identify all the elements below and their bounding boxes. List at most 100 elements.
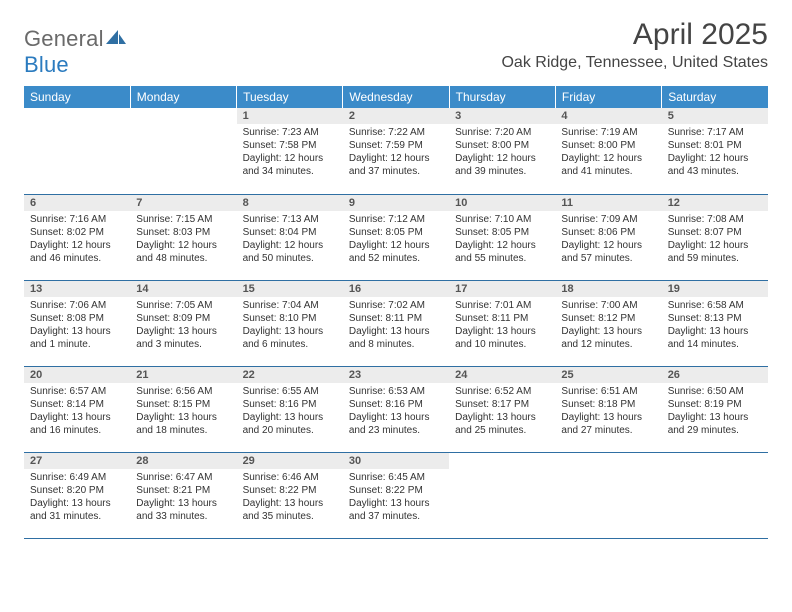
day-number: 4 (555, 108, 661, 124)
day-number: 29 (237, 453, 343, 469)
logo-text-gray: General (24, 26, 104, 51)
day-number: 23 (343, 367, 449, 383)
calendar-cell: 7Sunrise: 7:15 AMSunset: 8:03 PMDaylight… (130, 194, 236, 280)
day-number: 10 (449, 195, 555, 211)
day-content: Sunrise: 6:55 AMSunset: 8:16 PMDaylight:… (237, 383, 343, 441)
calendar-cell: 28Sunrise: 6:47 AMSunset: 8:21 PMDayligh… (130, 452, 236, 538)
calendar-table: SundayMondayTuesdayWednesdayThursdayFrid… (24, 86, 768, 539)
day-content: Sunrise: 7:06 AMSunset: 8:08 PMDaylight:… (24, 297, 130, 355)
calendar-cell: 11Sunrise: 7:09 AMSunset: 8:06 PMDayligh… (555, 194, 661, 280)
calendar-cell: . (449, 452, 555, 538)
calendar-cell: 23Sunrise: 6:53 AMSunset: 8:16 PMDayligh… (343, 366, 449, 452)
day-number: 25 (555, 367, 661, 383)
day-content: Sunrise: 7:00 AMSunset: 8:12 PMDaylight:… (555, 297, 661, 355)
calendar-cell: 27Sunrise: 6:49 AMSunset: 8:20 PMDayligh… (24, 452, 130, 538)
day-number: 5 (662, 108, 768, 124)
calendar-cell: 18Sunrise: 7:00 AMSunset: 8:12 PMDayligh… (555, 280, 661, 366)
day-number: 27 (24, 453, 130, 469)
day-number: 17 (449, 281, 555, 297)
day-content: Sunrise: 7:10 AMSunset: 8:05 PMDaylight:… (449, 211, 555, 269)
day-number: 13 (24, 281, 130, 297)
day-content: Sunrise: 6:49 AMSunset: 8:20 PMDaylight:… (24, 469, 130, 527)
day-content: Sunrise: 6:45 AMSunset: 8:22 PMDaylight:… (343, 469, 449, 527)
day-content: Sunrise: 6:46 AMSunset: 8:22 PMDaylight:… (237, 469, 343, 527)
day-content: Sunrise: 6:47 AMSunset: 8:21 PMDaylight:… (130, 469, 236, 527)
calendar-cell: 19Sunrise: 6:58 AMSunset: 8:13 PMDayligh… (662, 280, 768, 366)
weekday-header: Thursday (449, 86, 555, 108)
calendar-cell: 21Sunrise: 6:56 AMSunset: 8:15 PMDayligh… (130, 366, 236, 452)
day-number: 12 (662, 195, 768, 211)
day-number: 18 (555, 281, 661, 297)
logo-sail-icon (106, 26, 126, 51)
calendar-cell: 26Sunrise: 6:50 AMSunset: 8:19 PMDayligh… (662, 366, 768, 452)
calendar-cell: 24Sunrise: 6:52 AMSunset: 8:17 PMDayligh… (449, 366, 555, 452)
day-number: 20 (24, 367, 130, 383)
day-number: 6 (24, 195, 130, 211)
day-number: 16 (343, 281, 449, 297)
day-number: 3 (449, 108, 555, 124)
calendar-cell: 1Sunrise: 7:23 AMSunset: 7:58 PMDaylight… (237, 108, 343, 194)
calendar-cell: 22Sunrise: 6:55 AMSunset: 8:16 PMDayligh… (237, 366, 343, 452)
logo-text-blue: Blue (24, 52, 69, 77)
day-number: 7 (130, 195, 236, 211)
calendar-cell: 13Sunrise: 7:06 AMSunset: 8:08 PMDayligh… (24, 280, 130, 366)
day-number: 15 (237, 281, 343, 297)
day-content: Sunrise: 6:52 AMSunset: 8:17 PMDaylight:… (449, 383, 555, 441)
day-content: Sunrise: 6:51 AMSunset: 8:18 PMDaylight:… (555, 383, 661, 441)
day-content: Sunrise: 6:58 AMSunset: 8:13 PMDaylight:… (662, 297, 768, 355)
calendar-cell: 3Sunrise: 7:20 AMSunset: 8:00 PMDaylight… (449, 108, 555, 194)
calendar-cell: . (24, 108, 130, 194)
day-content: Sunrise: 6:56 AMSunset: 8:15 PMDaylight:… (130, 383, 236, 441)
day-number: 8 (237, 195, 343, 211)
day-content: Sunrise: 7:19 AMSunset: 8:00 PMDaylight:… (555, 124, 661, 182)
day-content: Sunrise: 6:50 AMSunset: 8:19 PMDaylight:… (662, 383, 768, 441)
day-number: 9 (343, 195, 449, 211)
location-text: Oak Ridge, Tennessee, United States (501, 54, 768, 72)
day-content: Sunrise: 7:08 AMSunset: 8:07 PMDaylight:… (662, 211, 768, 269)
calendar-cell: 15Sunrise: 7:04 AMSunset: 8:10 PMDayligh… (237, 280, 343, 366)
day-content: Sunrise: 7:09 AMSunset: 8:06 PMDaylight:… (555, 211, 661, 269)
day-number: 21 (130, 367, 236, 383)
day-content: Sunrise: 7:15 AMSunset: 8:03 PMDaylight:… (130, 211, 236, 269)
day-content: Sunrise: 7:05 AMSunset: 8:09 PMDaylight:… (130, 297, 236, 355)
calendar-cell: . (130, 108, 236, 194)
calendar-cell: 9Sunrise: 7:12 AMSunset: 8:05 PMDaylight… (343, 194, 449, 280)
logo: General Blue (24, 26, 126, 78)
calendar-cell: 10Sunrise: 7:10 AMSunset: 8:05 PMDayligh… (449, 194, 555, 280)
day-content: Sunrise: 7:02 AMSunset: 8:11 PMDaylight:… (343, 297, 449, 355)
day-number: 30 (343, 453, 449, 469)
day-number: 2 (343, 108, 449, 124)
day-number: 26 (662, 367, 768, 383)
calendar-cell: 5Sunrise: 7:17 AMSunset: 8:01 PMDaylight… (662, 108, 768, 194)
weekday-header: Sunday (24, 86, 130, 108)
calendar-cell: 12Sunrise: 7:08 AMSunset: 8:07 PMDayligh… (662, 194, 768, 280)
calendar-cell: 14Sunrise: 7:05 AMSunset: 8:09 PMDayligh… (130, 280, 236, 366)
calendar-cell: 29Sunrise: 6:46 AMSunset: 8:22 PMDayligh… (237, 452, 343, 538)
day-content: Sunrise: 7:01 AMSunset: 8:11 PMDaylight:… (449, 297, 555, 355)
day-number: 22 (237, 367, 343, 383)
day-number: 14 (130, 281, 236, 297)
calendar-cell: . (662, 452, 768, 538)
weekday-header: Wednesday (343, 86, 449, 108)
day-content: Sunrise: 7:20 AMSunset: 8:00 PMDaylight:… (449, 124, 555, 182)
calendar-cell: 30Sunrise: 6:45 AMSunset: 8:22 PMDayligh… (343, 452, 449, 538)
calendar-cell: 20Sunrise: 6:57 AMSunset: 8:14 PMDayligh… (24, 366, 130, 452)
day-content: Sunrise: 7:12 AMSunset: 8:05 PMDaylight:… (343, 211, 449, 269)
weekday-header: Monday (130, 86, 236, 108)
calendar-cell: 6Sunrise: 7:16 AMSunset: 8:02 PMDaylight… (24, 194, 130, 280)
day-number: 19 (662, 281, 768, 297)
day-number: 28 (130, 453, 236, 469)
calendar-cell: 4Sunrise: 7:19 AMSunset: 8:00 PMDaylight… (555, 108, 661, 194)
day-content: Sunrise: 7:04 AMSunset: 8:10 PMDaylight:… (237, 297, 343, 355)
calendar-cell: 2Sunrise: 7:22 AMSunset: 7:59 PMDaylight… (343, 108, 449, 194)
month-title: April 2025 (501, 18, 768, 52)
weekday-header: Tuesday (237, 86, 343, 108)
calendar-cell: 8Sunrise: 7:13 AMSunset: 8:04 PMDaylight… (237, 194, 343, 280)
calendar-cell: 17Sunrise: 7:01 AMSunset: 8:11 PMDayligh… (449, 280, 555, 366)
weekday-header: Saturday (662, 86, 768, 108)
day-content: Sunrise: 7:23 AMSunset: 7:58 PMDaylight:… (237, 124, 343, 182)
day-number: 1 (237, 108, 343, 124)
day-content: Sunrise: 7:13 AMSunset: 8:04 PMDaylight:… (237, 211, 343, 269)
day-content: Sunrise: 7:22 AMSunset: 7:59 PMDaylight:… (343, 124, 449, 182)
day-number: 11 (555, 195, 661, 211)
